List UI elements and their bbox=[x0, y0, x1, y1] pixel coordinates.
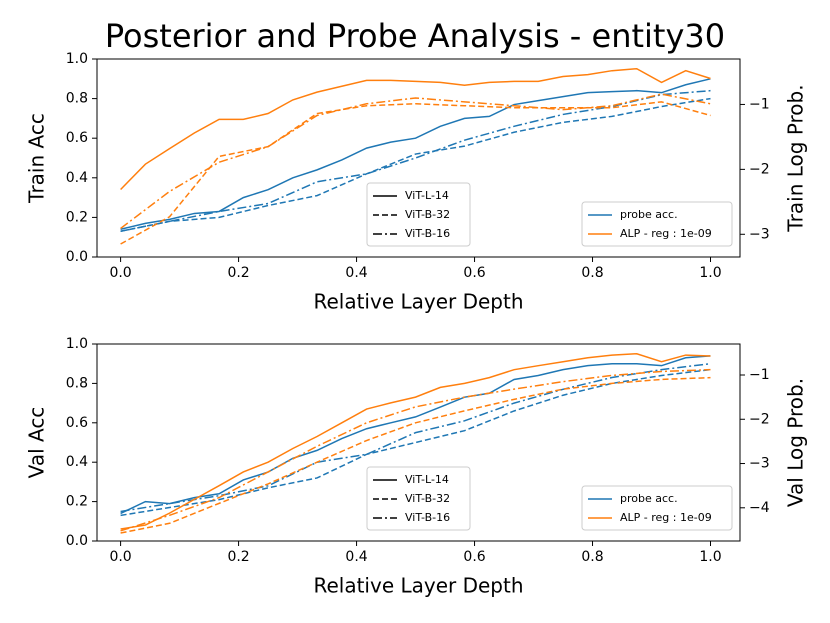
legend-label: ViT-B-16 bbox=[405, 511, 450, 524]
x-tick-label: 0.8 bbox=[581, 549, 603, 565]
y2-tick-label: −1 bbox=[749, 367, 770, 383]
data-line bbox=[120, 368, 711, 517]
data-line bbox=[120, 355, 711, 515]
legend-box bbox=[581, 201, 733, 247]
x-tick-label: 0.4 bbox=[345, 549, 367, 565]
data-line bbox=[120, 93, 711, 230]
data-line bbox=[120, 67, 711, 191]
data-line bbox=[120, 78, 711, 231]
data-line bbox=[120, 362, 711, 513]
y2-axis-label: Val Log Prob. bbox=[784, 378, 808, 507]
y-tick-label: 1.0 bbox=[66, 336, 88, 352]
y-tick-label: 0.6 bbox=[66, 415, 88, 431]
y2-tick-label: −3 bbox=[749, 456, 770, 472]
y-axis-label: Val Acc bbox=[25, 407, 49, 479]
legend-box bbox=[581, 485, 733, 531]
y-tick-label: 0.4 bbox=[66, 170, 88, 186]
data-line bbox=[120, 97, 711, 232]
y2-tick-label: −2 bbox=[749, 161, 770, 177]
legend-label: ViT-B-32 bbox=[405, 492, 450, 505]
x-tick-label: 0.2 bbox=[227, 265, 249, 281]
y-tick-label: 0.8 bbox=[66, 375, 88, 391]
figure-title: Posterior and Probe Analysis - entity30 bbox=[105, 17, 725, 55]
y-tick-label: 0.2 bbox=[66, 494, 88, 510]
data-line bbox=[120, 101, 711, 245]
y-tick-label: 0.4 bbox=[66, 454, 88, 470]
plot-frame bbox=[96, 58, 741, 258]
y2-tick-label: −4 bbox=[749, 500, 770, 516]
x-axis-label: Relative Layer Depth bbox=[313, 290, 523, 314]
y2-axis-label: Train Log Prob. bbox=[784, 84, 808, 232]
y2-tick-label: −2 bbox=[749, 411, 770, 427]
x-tick-label: 0.4 bbox=[345, 265, 367, 281]
y-axis-label: Train Acc bbox=[25, 113, 49, 204]
data-line bbox=[120, 352, 711, 530]
y2-tick-label: −1 bbox=[749, 96, 770, 112]
y2-tick-label: −3 bbox=[749, 226, 770, 242]
x-tick-label: 1.0 bbox=[699, 265, 721, 281]
x-tick-label: 0.2 bbox=[227, 549, 249, 565]
legend-label: ALP - reg : 1e-09 bbox=[620, 511, 712, 524]
y-tick-label: 0.2 bbox=[66, 209, 88, 225]
legend-label: ViT-L-14 bbox=[405, 473, 449, 486]
legend-label: probe acc. bbox=[620, 492, 678, 505]
y-tick-label: 0.8 bbox=[66, 91, 88, 107]
legend-label: ALP - reg : 1e-09 bbox=[620, 227, 712, 240]
x-tick-label: 0.0 bbox=[109, 265, 131, 281]
x-tick-label: 0.8 bbox=[581, 265, 603, 281]
y-tick-label: 1.0 bbox=[66, 51, 88, 67]
y-tick-label: 0.6 bbox=[66, 130, 88, 146]
legend-label: ViT-B-32 bbox=[405, 208, 450, 221]
data-line bbox=[120, 368, 711, 532]
legend-label: ViT-L-14 bbox=[405, 189, 449, 202]
data-line bbox=[120, 376, 711, 534]
legend-label: ViT-B-16 bbox=[405, 227, 450, 240]
x-tick-label: 1.0 bbox=[699, 549, 721, 565]
legend-box bbox=[366, 182, 471, 247]
x-axis-label: Relative Layer Depth bbox=[313, 574, 523, 598]
legend-label: probe acc. bbox=[620, 208, 678, 221]
legend-box bbox=[366, 466, 471, 531]
plot-frame bbox=[96, 343, 741, 542]
x-tick-label: 0.6 bbox=[463, 549, 485, 565]
x-tick-label: 0.0 bbox=[109, 549, 131, 565]
x-tick-label: 0.6 bbox=[463, 265, 485, 281]
y-tick-label: 0.0 bbox=[66, 249, 88, 265]
y-tick-label: 0.0 bbox=[66, 533, 88, 549]
